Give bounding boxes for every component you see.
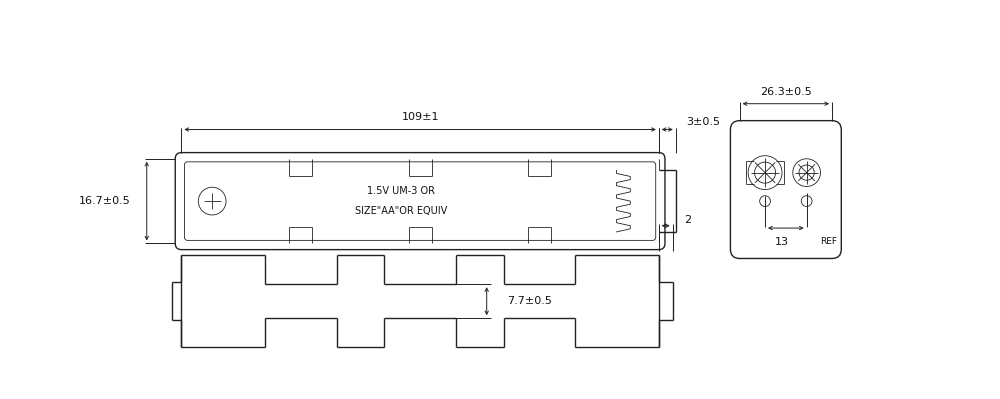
- Text: REF: REF: [820, 237, 838, 247]
- Text: 16.7±0.5: 16.7±0.5: [79, 196, 130, 206]
- Text: SIZE"AA"OR EQUIV: SIZE"AA"OR EQUIV: [355, 206, 447, 216]
- Text: 2: 2: [684, 215, 692, 225]
- Text: 109±1: 109±1: [401, 112, 439, 122]
- Text: 7.7±0.5: 7.7±0.5: [507, 296, 551, 306]
- Text: 1.5V UM-3 OR: 1.5V UM-3 OR: [367, 186, 435, 196]
- Text: 3±0.5: 3±0.5: [686, 117, 720, 127]
- Text: 13: 13: [775, 237, 789, 247]
- Text: 26.3±0.5: 26.3±0.5: [760, 87, 812, 97]
